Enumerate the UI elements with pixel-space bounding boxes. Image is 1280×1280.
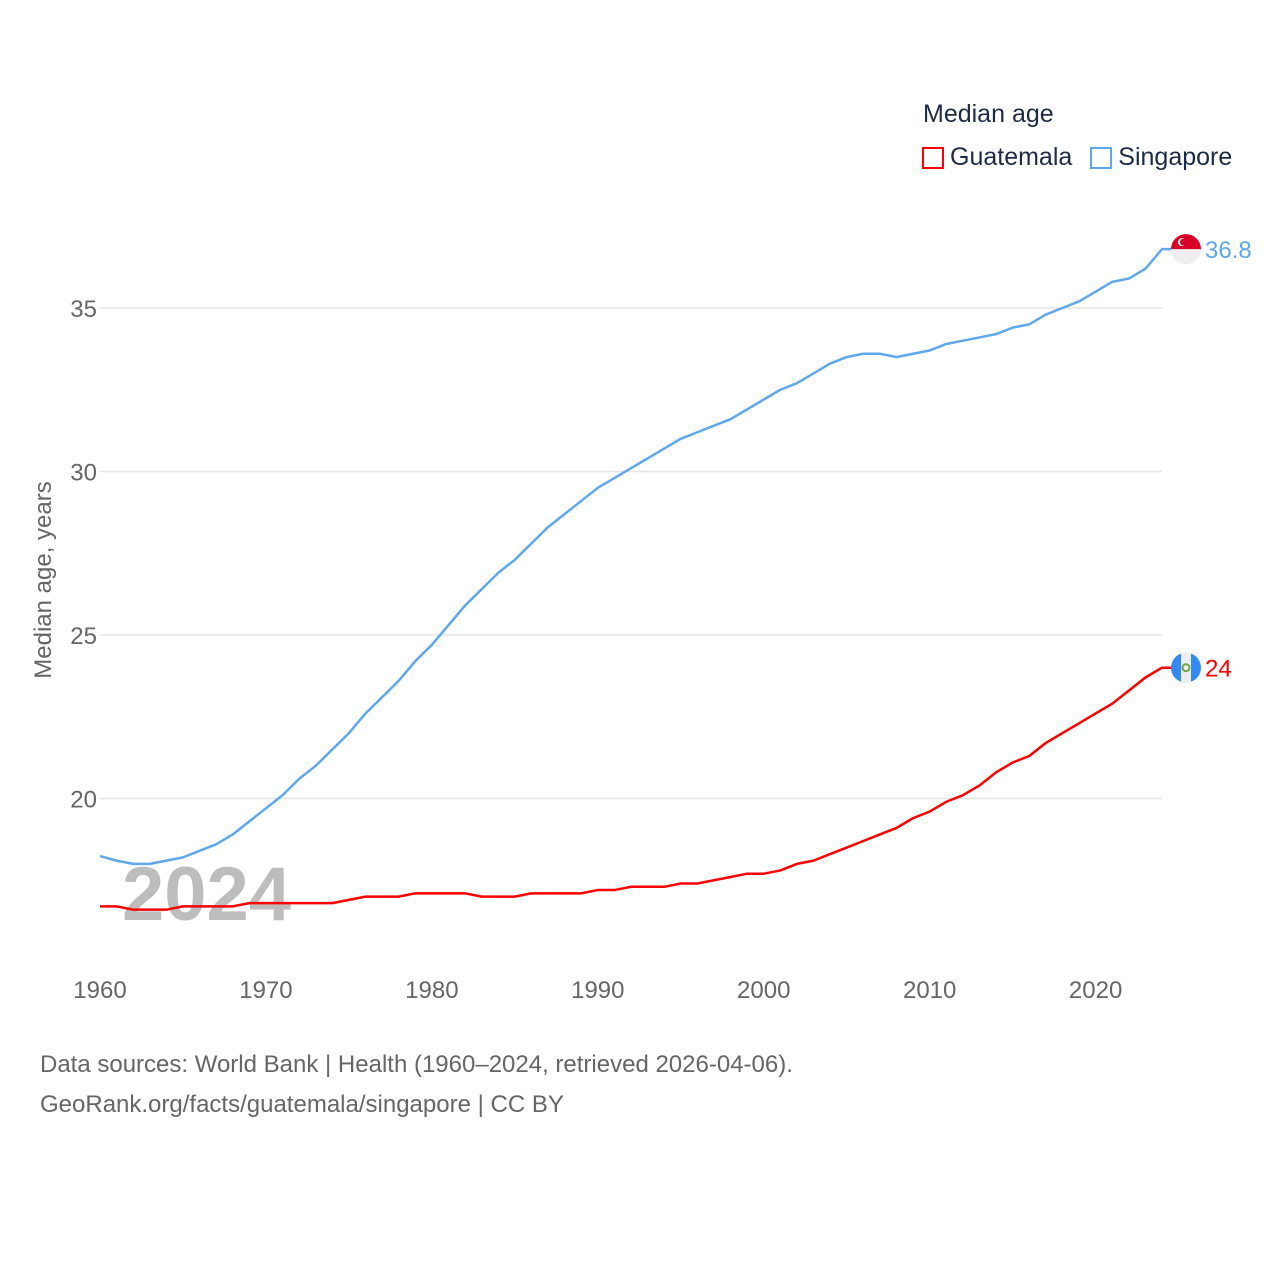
series-line-guatemala [100, 666, 1172, 911]
legend-label: Guatemala [950, 143, 1073, 171]
legend-swatch [922, 146, 944, 169]
x-tick-label: 1960 [73, 977, 126, 1004]
x-tick-label: 2000 [737, 977, 790, 1004]
x-tick-label: 1980 [405, 977, 458, 1004]
x-tick-label: 1990 [571, 977, 624, 1004]
x-tick-label: 1970 [239, 977, 292, 1004]
y-tick-label: 25 [70, 623, 97, 650]
x-tick-label: 2010 [903, 977, 956, 1004]
y-axis-label: Median age, years [30, 481, 57, 678]
legend-label: Singapore [1118, 143, 1233, 171]
end-value-label: 36.8 [1205, 237, 1252, 264]
data-source: Data sources: World Bank | Health (1960–… [40, 1051, 793, 1078]
end-value-label: 24 [1205, 656, 1232, 683]
legend: Guatemala Singapore [922, 143, 1232, 172]
legend-item-singapore[interactable]: Singapore [1090, 143, 1232, 172]
footer: Data sources: World Bank | Health (1960–… [40, 1045, 793, 1125]
credit-link[interactable]: GeoRank.org/facts/guatemala/singapore | … [40, 1091, 564, 1118]
y-tick-label: 35 [70, 296, 97, 323]
year-watermark: 2024 [122, 852, 291, 937]
y-tick-label: 20 [70, 787, 97, 814]
legend-item-guatemala[interactable]: Guatemala [922, 143, 1072, 172]
legend-title: Median age [923, 100, 1054, 128]
guatemala-flag-icon [1171, 652, 1201, 683]
y-tick-label: 30 [70, 460, 97, 487]
series-line-singapore [99, 247, 1172, 866]
legend-swatch [1090, 146, 1113, 169]
singapore-flag-icon [1171, 234, 1201, 265]
x-tick-label: 2020 [1069, 977, 1122, 1004]
